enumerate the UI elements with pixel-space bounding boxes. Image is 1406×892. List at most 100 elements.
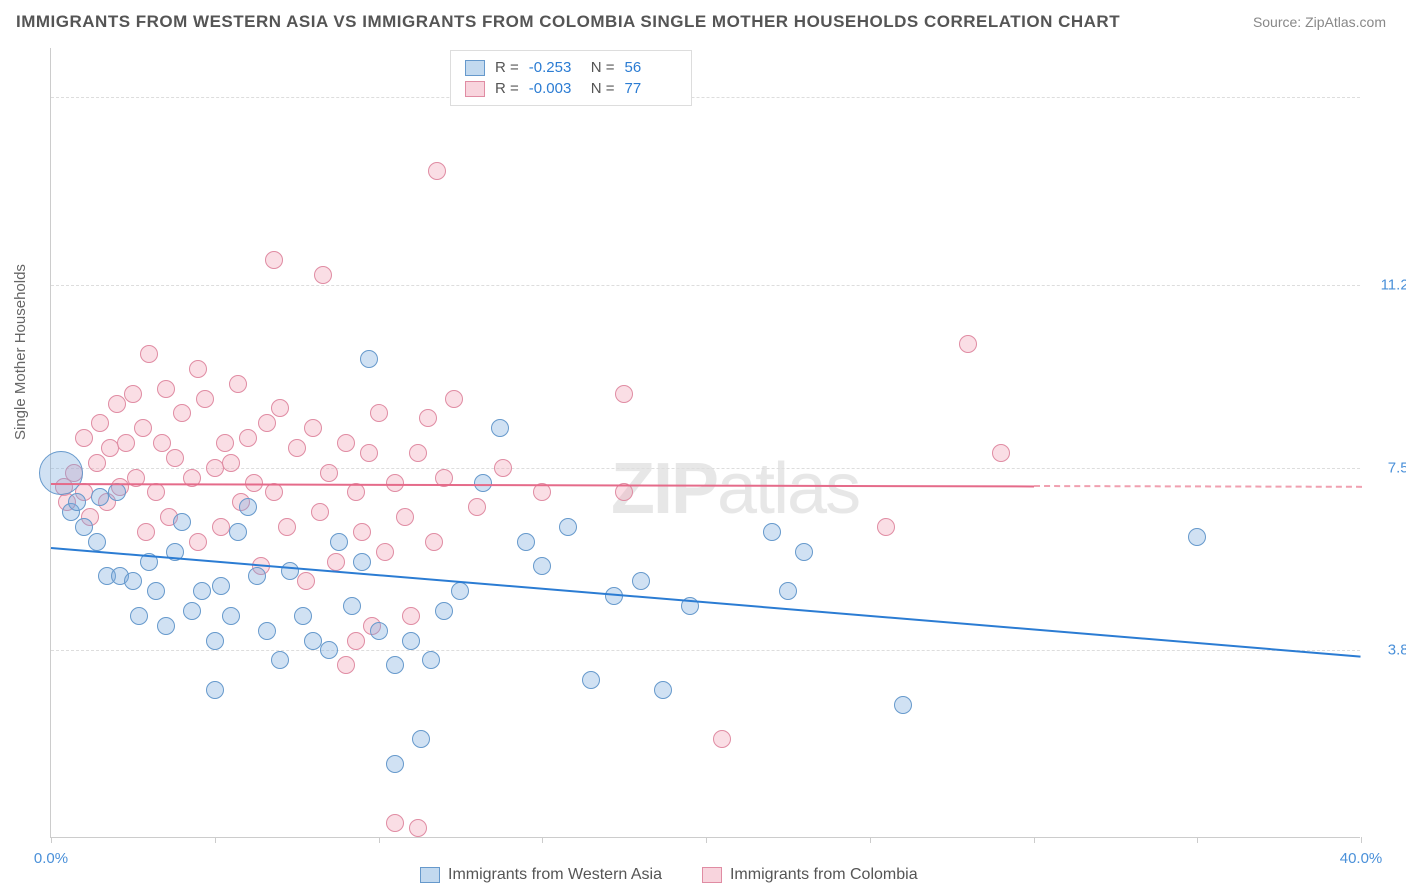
- data-point: [183, 602, 201, 620]
- r-value: -0.253: [529, 59, 581, 76]
- data-point: [347, 632, 365, 650]
- gridline-horizontal: [51, 285, 1360, 286]
- data-point: [157, 380, 175, 398]
- data-point: [108, 395, 126, 413]
- data-point: [101, 439, 119, 457]
- data-point: [153, 434, 171, 452]
- x-tick-label: 40.0%: [1340, 850, 1383, 867]
- data-point: [189, 533, 207, 551]
- y-axis-label: Single Mother Households: [12, 264, 29, 440]
- data-point: [311, 503, 329, 521]
- data-point: [196, 390, 214, 408]
- data-point: [402, 632, 420, 650]
- data-point: [248, 567, 266, 585]
- data-point: [281, 562, 299, 580]
- data-point: [91, 414, 109, 432]
- swatch-blue: [465, 60, 485, 76]
- data-point: [615, 385, 633, 403]
- data-point: [370, 622, 388, 640]
- data-point: [559, 518, 577, 536]
- data-point: [386, 656, 404, 674]
- data-point: [376, 543, 394, 561]
- watermark-atlas: atlas: [717, 449, 859, 529]
- legend-label: Immigrants from Western Asia: [448, 866, 662, 884]
- legend-item: Immigrants from Colombia: [702, 866, 918, 884]
- data-point: [258, 622, 276, 640]
- data-point: [304, 632, 322, 650]
- source-label: Source: ZipAtlas.com: [1253, 14, 1386, 30]
- data-point: [304, 419, 322, 437]
- data-point: [337, 434, 355, 452]
- data-point: [419, 409, 437, 427]
- n-label: N =: [591, 80, 615, 97]
- gridline-horizontal: [51, 650, 1360, 651]
- series-legend: Immigrants from Western Asia Immigrants …: [420, 866, 918, 884]
- data-point: [422, 651, 440, 669]
- data-point: [278, 518, 296, 536]
- data-point: [239, 498, 257, 516]
- r-label: R =: [495, 80, 519, 97]
- data-point: [75, 429, 93, 447]
- data-point: [147, 483, 165, 501]
- data-point: [360, 350, 378, 368]
- data-point: [206, 632, 224, 650]
- data-point: [108, 483, 126, 501]
- data-point: [409, 444, 427, 462]
- data-point: [124, 572, 142, 590]
- data-point: [533, 557, 551, 575]
- data-point: [386, 755, 404, 773]
- data-point: [474, 474, 492, 492]
- x-tick: [870, 837, 871, 843]
- trendline: [1033, 485, 1361, 488]
- data-point: [206, 681, 224, 699]
- plot-area: ZIPatlas 3.8%7.5%11.2%0.0%40.0%: [50, 48, 1360, 838]
- data-point: [343, 597, 361, 615]
- data-point: [435, 602, 453, 620]
- data-point: [320, 641, 338, 659]
- data-point: [425, 533, 443, 551]
- data-point: [409, 819, 427, 837]
- data-point: [265, 483, 283, 501]
- data-point: [294, 607, 312, 625]
- gridline-horizontal: [51, 468, 1360, 469]
- data-point: [271, 399, 289, 417]
- x-tick: [1197, 837, 1198, 843]
- trendline: [51, 547, 1361, 658]
- data-point: [402, 607, 420, 625]
- data-point: [894, 696, 912, 714]
- data-point: [229, 375, 247, 393]
- data-point: [386, 814, 404, 832]
- data-point: [222, 607, 240, 625]
- x-tick-label: 0.0%: [34, 850, 68, 867]
- data-point: [314, 266, 332, 284]
- data-point: [445, 390, 463, 408]
- y-tick-label: 3.8%: [1388, 642, 1406, 659]
- n-label: N =: [591, 59, 615, 76]
- data-point: [288, 439, 306, 457]
- data-point: [216, 434, 234, 452]
- data-point: [124, 385, 142, 403]
- data-point: [137, 523, 155, 541]
- data-point: [337, 656, 355, 674]
- data-point: [130, 607, 148, 625]
- data-point: [992, 444, 1010, 462]
- data-point: [140, 345, 158, 363]
- data-point: [212, 518, 230, 536]
- data-point: [494, 459, 512, 477]
- swatch-pink: [702, 867, 722, 883]
- x-tick: [215, 837, 216, 843]
- data-point: [779, 582, 797, 600]
- data-point: [1188, 528, 1206, 546]
- data-point: [877, 518, 895, 536]
- data-point: [370, 404, 388, 422]
- chart-title: IMMIGRANTS FROM WESTERN ASIA VS IMMIGRAN…: [16, 12, 1120, 32]
- chart-container: IMMIGRANTS FROM WESTERN ASIA VS IMMIGRAN…: [0, 0, 1406, 892]
- data-point: [212, 577, 230, 595]
- data-point: [39, 451, 83, 495]
- data-point: [582, 671, 600, 689]
- legend-label: Immigrants from Colombia: [730, 866, 918, 884]
- data-point: [265, 251, 283, 269]
- data-point: [88, 533, 106, 551]
- data-point: [117, 434, 135, 452]
- data-point: [239, 429, 257, 447]
